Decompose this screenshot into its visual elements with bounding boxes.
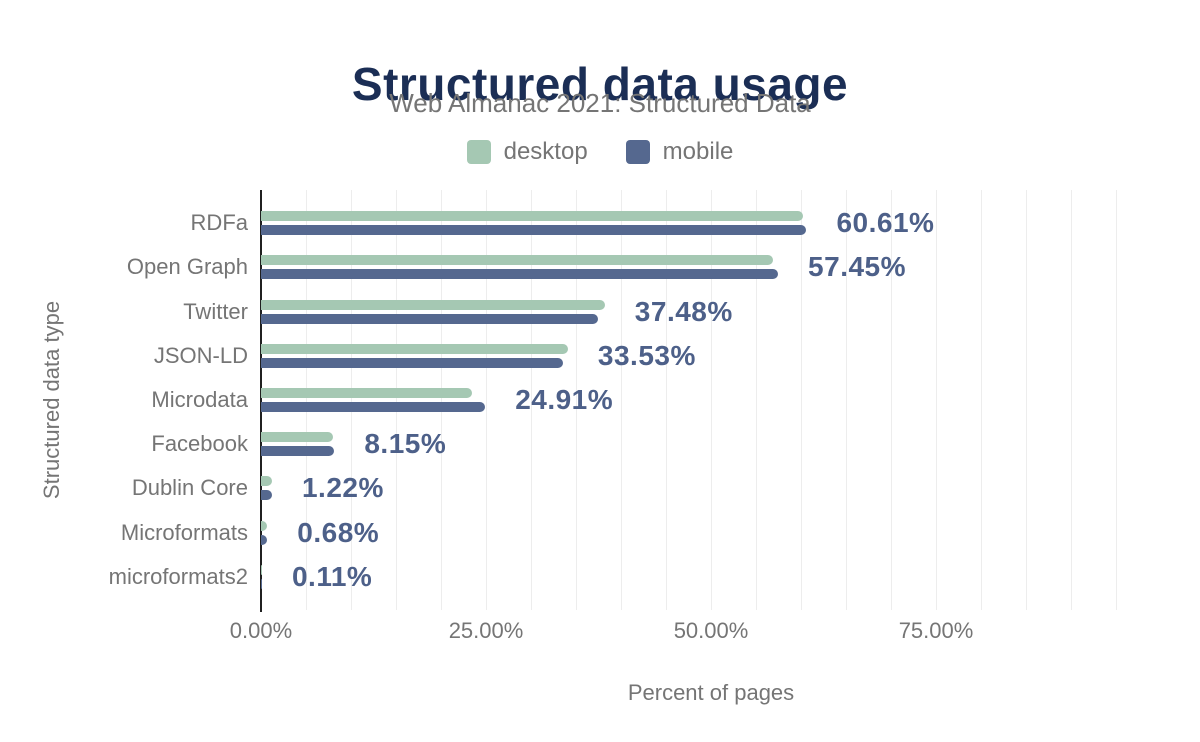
bar-pair bbox=[261, 476, 1161, 501]
chart-row-facebook: Facebook 8.15% bbox=[151, 422, 1161, 466]
bar-mobile bbox=[261, 269, 779, 280]
bar-pair bbox=[261, 564, 1161, 589]
x-tick-label: 25.00% bbox=[448, 618, 524, 643]
category-label: Dublin Core bbox=[131, 475, 248, 501]
bar-desktop bbox=[261, 476, 272, 487]
value-label: 57.45% bbox=[808, 251, 907, 283]
category-label: Twitter bbox=[183, 298, 248, 324]
bar-mobile bbox=[261, 225, 807, 236]
x-axis-title: Percent of pages bbox=[627, 680, 795, 705]
bar-desktop bbox=[261, 211, 803, 222]
bar-desktop bbox=[261, 387, 472, 398]
bar-rows: RDFa 60.61% Open Graph 57.45% Twitter 37.48% J… bbox=[109, 201, 1161, 599]
value-label: 24.91% bbox=[515, 383, 614, 415]
chart-row-rdfa: RDFa 60.61% bbox=[191, 201, 1161, 245]
legend-item-desktop: desktop bbox=[466, 138, 588, 165]
bar-mobile bbox=[261, 534, 268, 545]
category-label: RDFa bbox=[190, 210, 248, 236]
bar-pair bbox=[261, 343, 1161, 368]
bar-pair bbox=[261, 255, 1161, 280]
bar-desktop bbox=[261, 564, 262, 575]
x-tick-label: 75.00% bbox=[898, 618, 974, 643]
bar-mobile bbox=[261, 578, 262, 589]
chart-row-twitter: Twitter 37.48% bbox=[183, 289, 1161, 333]
plot-area: RDFa 60.61% Open Graph 57.45% Twitter 37.48% J… bbox=[109, 190, 1161, 704]
bar-pair bbox=[261, 387, 1161, 412]
y-axis-line bbox=[260, 190, 262, 612]
value-label: 33.53% bbox=[597, 339, 696, 371]
legend: desktop mobile bbox=[0, 140, 1200, 164]
chart-row-microformats: Microformats 0.68% bbox=[121, 511, 1161, 555]
legend-item-mobile: mobile bbox=[625, 138, 734, 165]
chart-title: Structured data usage bbox=[351, 57, 849, 110]
value-label: 1.22% bbox=[301, 472, 384, 504]
legend-label-mobile: mobile bbox=[662, 138, 734, 165]
chart-subtitle: Web Almanac 2021: Structured Data bbox=[389, 88, 811, 118]
value-label: 0.68% bbox=[297, 516, 380, 548]
bar-desktop bbox=[261, 520, 268, 531]
bar-mobile bbox=[261, 401, 486, 412]
chart-row-dublin-core: Dublin Core 1.22% bbox=[132, 466, 1161, 510]
bar-pair bbox=[261, 432, 1161, 457]
desktop-swatch-icon bbox=[466, 140, 491, 164]
bar-pair bbox=[261, 520, 1161, 545]
y-axis-title: Structured data type bbox=[39, 300, 64, 500]
value-label: 37.48% bbox=[634, 295, 733, 327]
bar-mobile bbox=[261, 446, 335, 457]
bar-desktop bbox=[261, 343, 568, 354]
legend-label-desktop: desktop bbox=[503, 138, 588, 165]
bar-mobile bbox=[261, 357, 563, 368]
chart-row-json-ld: JSON-LD 33.53% bbox=[154, 334, 1161, 378]
bar-desktop bbox=[261, 255, 774, 266]
chart-row-open-graph: Open Graph 57.45% bbox=[127, 245, 1161, 289]
value-label: 60.61% bbox=[836, 207, 935, 239]
value-label: 8.15% bbox=[364, 428, 447, 460]
bar-desktop bbox=[261, 299, 605, 310]
mobile-swatch-icon bbox=[625, 140, 650, 164]
category-label: JSON-LD bbox=[153, 342, 248, 368]
chart-row-microdata: Microdata 24.91% bbox=[151, 378, 1161, 422]
category-label: Facebook bbox=[151, 431, 248, 457]
category-label: Open Graph bbox=[126, 254, 248, 280]
bar-desktop bbox=[261, 432, 333, 443]
bar-mobile bbox=[261, 313, 599, 324]
chart-row-microformats2: microformats2 0.11% bbox=[109, 555, 1161, 599]
x-tick-label: 50.00% bbox=[673, 618, 749, 643]
x-tick-label: 0.00% bbox=[229, 618, 293, 643]
bar-mobile bbox=[261, 490, 272, 501]
category-label: microformats2 bbox=[108, 563, 248, 589]
category-label: Microformats bbox=[120, 519, 248, 545]
category-label: Microdata bbox=[151, 386, 248, 412]
bar-pair bbox=[261, 299, 1161, 324]
value-label: 0.11% bbox=[291, 560, 373, 592]
bar-pair bbox=[261, 211, 1161, 236]
